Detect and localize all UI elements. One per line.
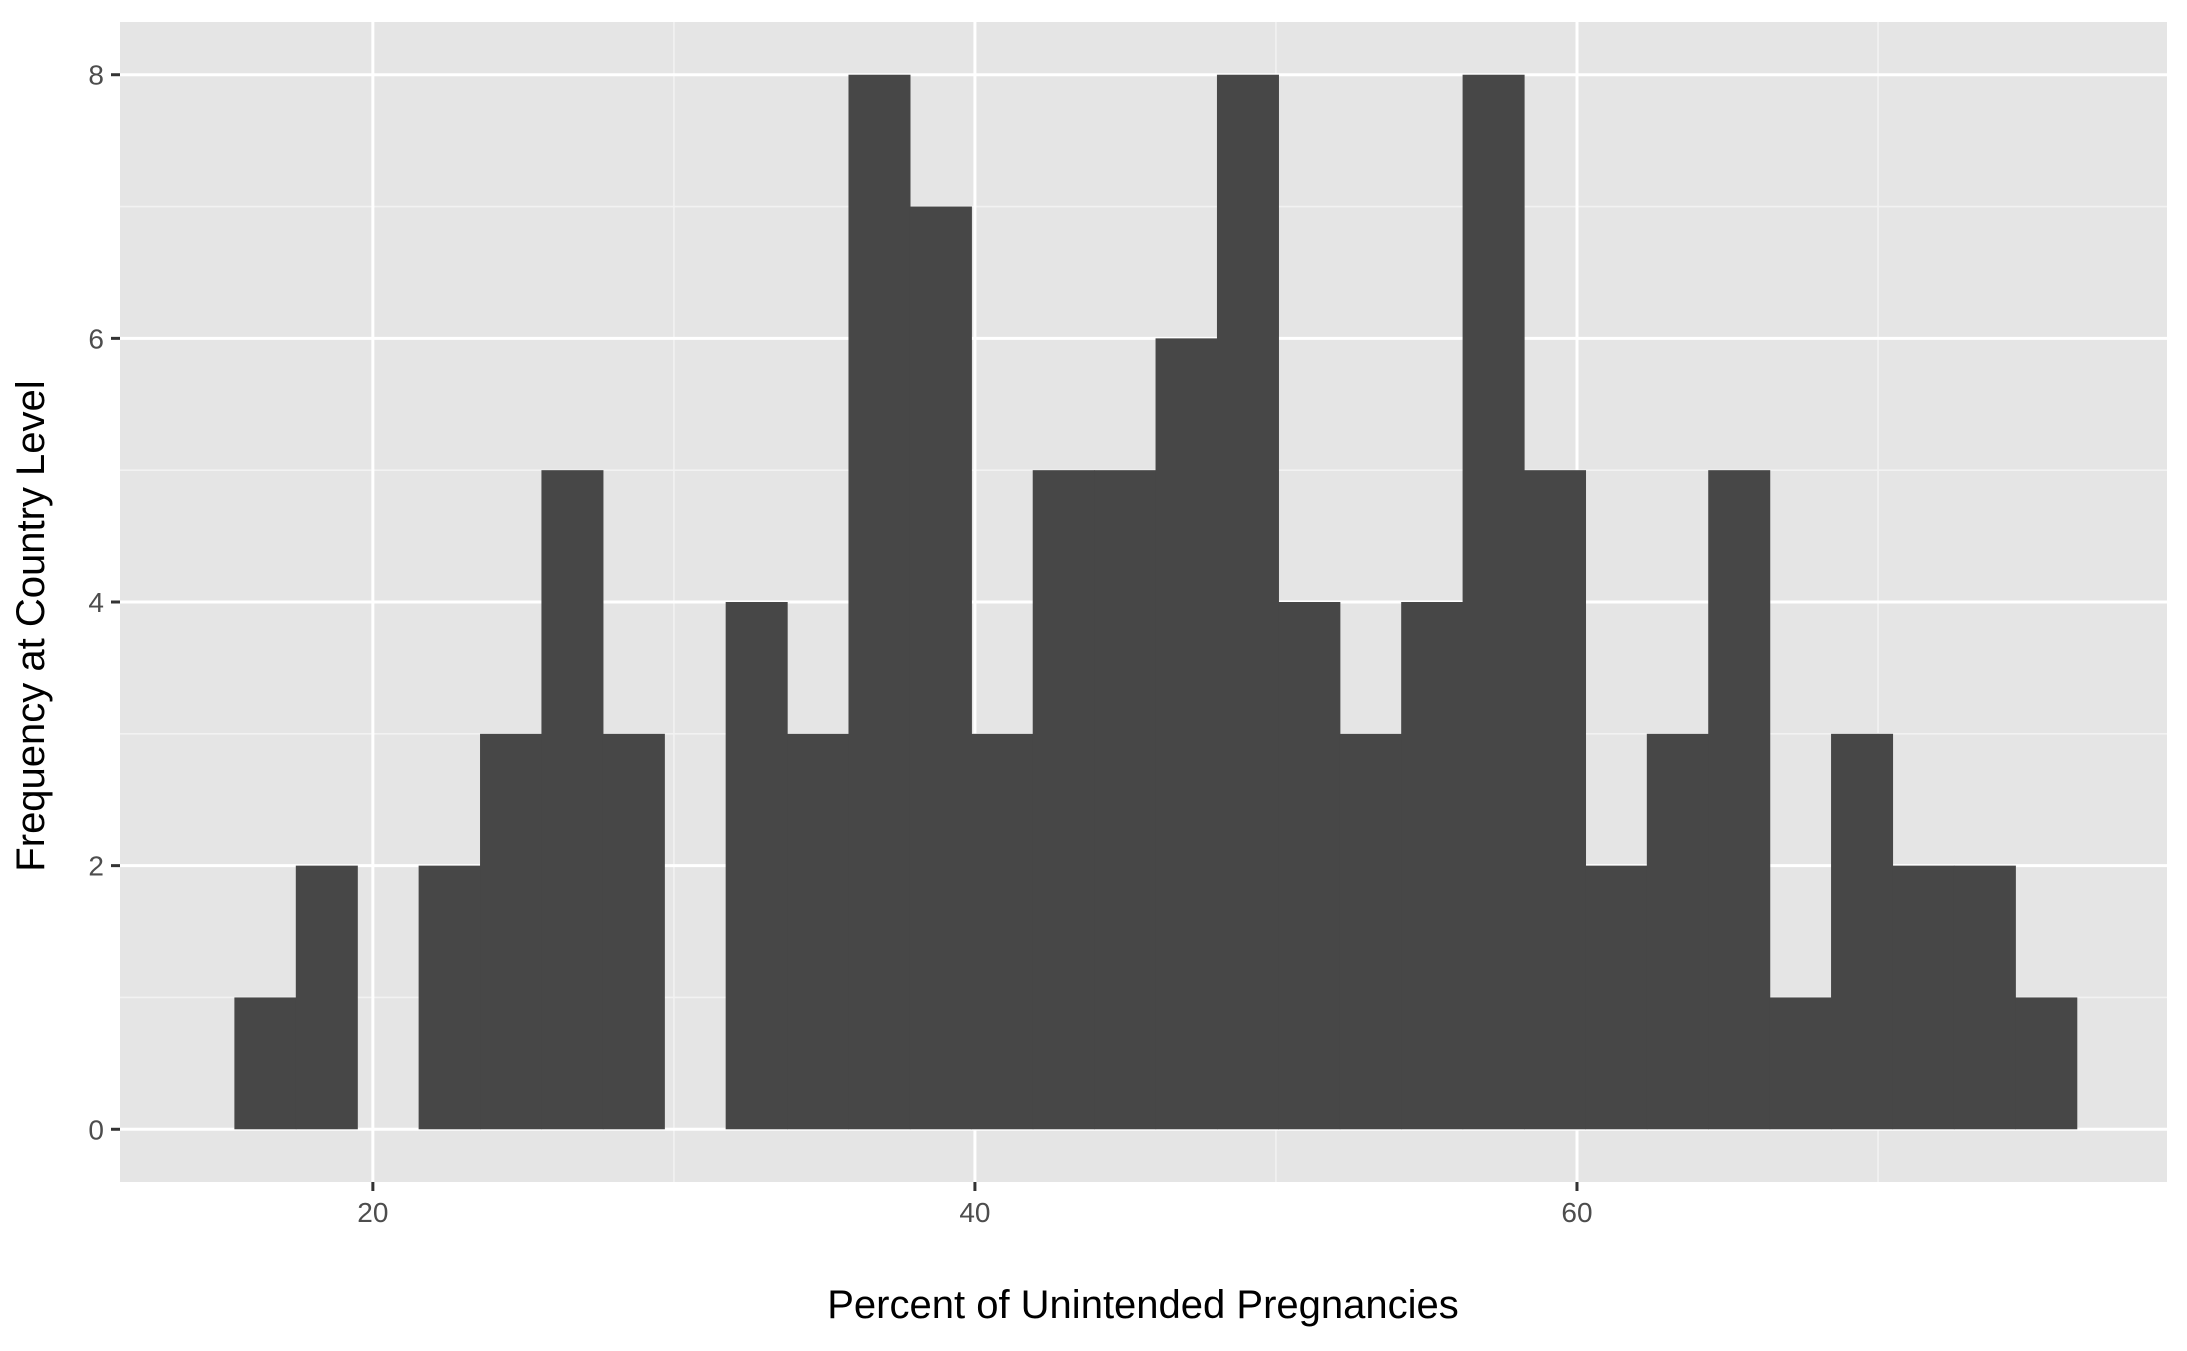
histogram-bar: [602, 733, 665, 1130]
histogram-bar: [725, 602, 788, 1130]
histogram-bar: [418, 865, 481, 1130]
histogram-bar: [1831, 733, 1894, 1130]
histogram-bar: [1708, 470, 1771, 1130]
histogram-bar: [1216, 74, 1279, 1130]
histogram-bar: [1769, 997, 1832, 1130]
y-tick-label: 4: [88, 587, 104, 618]
y-axis: 0 2 4 6 8: [88, 60, 120, 1145]
histogram-bar: [2015, 997, 2078, 1130]
y-axis-title: Frequency at Country Level: [9, 380, 53, 871]
histogram-bars: [234, 74, 2078, 1130]
histogram-bar: [909, 206, 972, 1130]
histogram-bar: [480, 733, 543, 1130]
histogram-bar: [787, 733, 850, 1130]
x-tick-label: 20: [357, 1197, 388, 1228]
histogram-bar: [234, 997, 297, 1130]
x-axis: 20 40 60: [357, 1182, 1593, 1228]
y-tick-label: 0: [88, 1114, 104, 1145]
histogram-bar: [1094, 470, 1157, 1130]
histogram-bar: [1339, 733, 1402, 1130]
histogram-bar: [1646, 733, 1709, 1130]
x-axis-title: Percent of Unintended Pregnancies: [827, 1283, 1459, 1327]
histogram-bar: [1585, 865, 1648, 1130]
y-tick-label: 6: [88, 323, 104, 354]
histogram-bar: [1278, 602, 1341, 1130]
histogram-bar: [1462, 74, 1525, 1130]
y-tick-label: 2: [88, 851, 104, 882]
histogram-bar: [1524, 470, 1587, 1130]
histogram-bar: [1155, 338, 1218, 1130]
histogram-bar: [848, 74, 911, 1130]
histogram-bar: [971, 733, 1034, 1130]
histogram-bar: [1892, 865, 1955, 1130]
histogram-bar: [1401, 602, 1464, 1130]
y-tick-label: 8: [88, 60, 104, 91]
x-tick-label: 40: [959, 1197, 990, 1228]
histogram-bar: [541, 470, 604, 1130]
histogram-bar: [1032, 470, 1095, 1130]
histogram-bar: [1953, 865, 2016, 1130]
histogram-bar: [295, 865, 358, 1130]
x-tick-label: 60: [1561, 1197, 1592, 1228]
